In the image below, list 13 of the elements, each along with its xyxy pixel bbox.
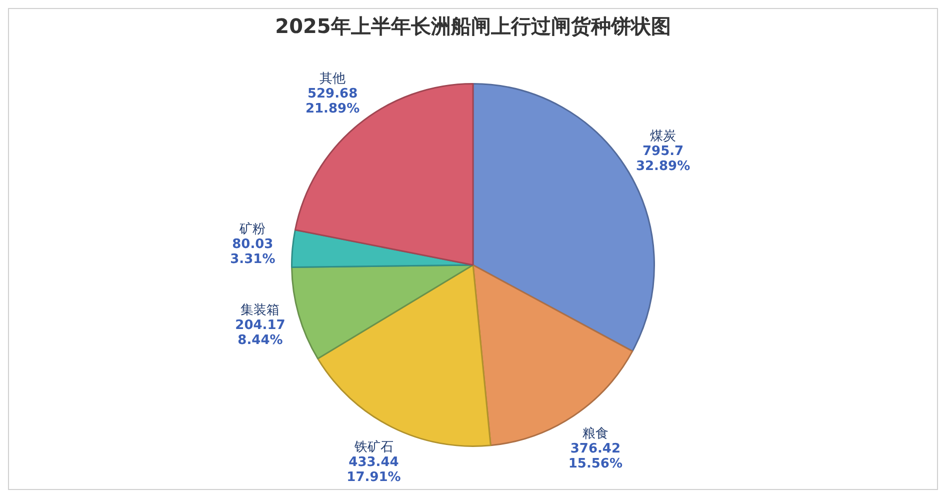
chart-title: 2025年上半年长洲船闸上行过闸货种饼状图	[274, 13, 672, 40]
data-label: 529.68 21.89%	[305, 86, 360, 116]
slice-label: 矿粉	[238, 222, 266, 238]
slice-label: 铁矿石	[353, 440, 394, 456]
data-label: 433.44 17.91%	[346, 455, 401, 486]
slice-label: 集装箱	[240, 303, 280, 318]
slice-label: 煤炭	[650, 129, 676, 144]
data-label: 795.7 32.89%	[636, 144, 690, 174]
data-label: 204.17 8.44%	[235, 318, 286, 348]
data-label: 376.42 15.56%	[568, 442, 623, 472]
slice-label: 粮食	[582, 426, 608, 442]
data-label: 80.03 3.31%	[230, 237, 276, 268]
slice-label: 其他	[320, 71, 346, 86]
